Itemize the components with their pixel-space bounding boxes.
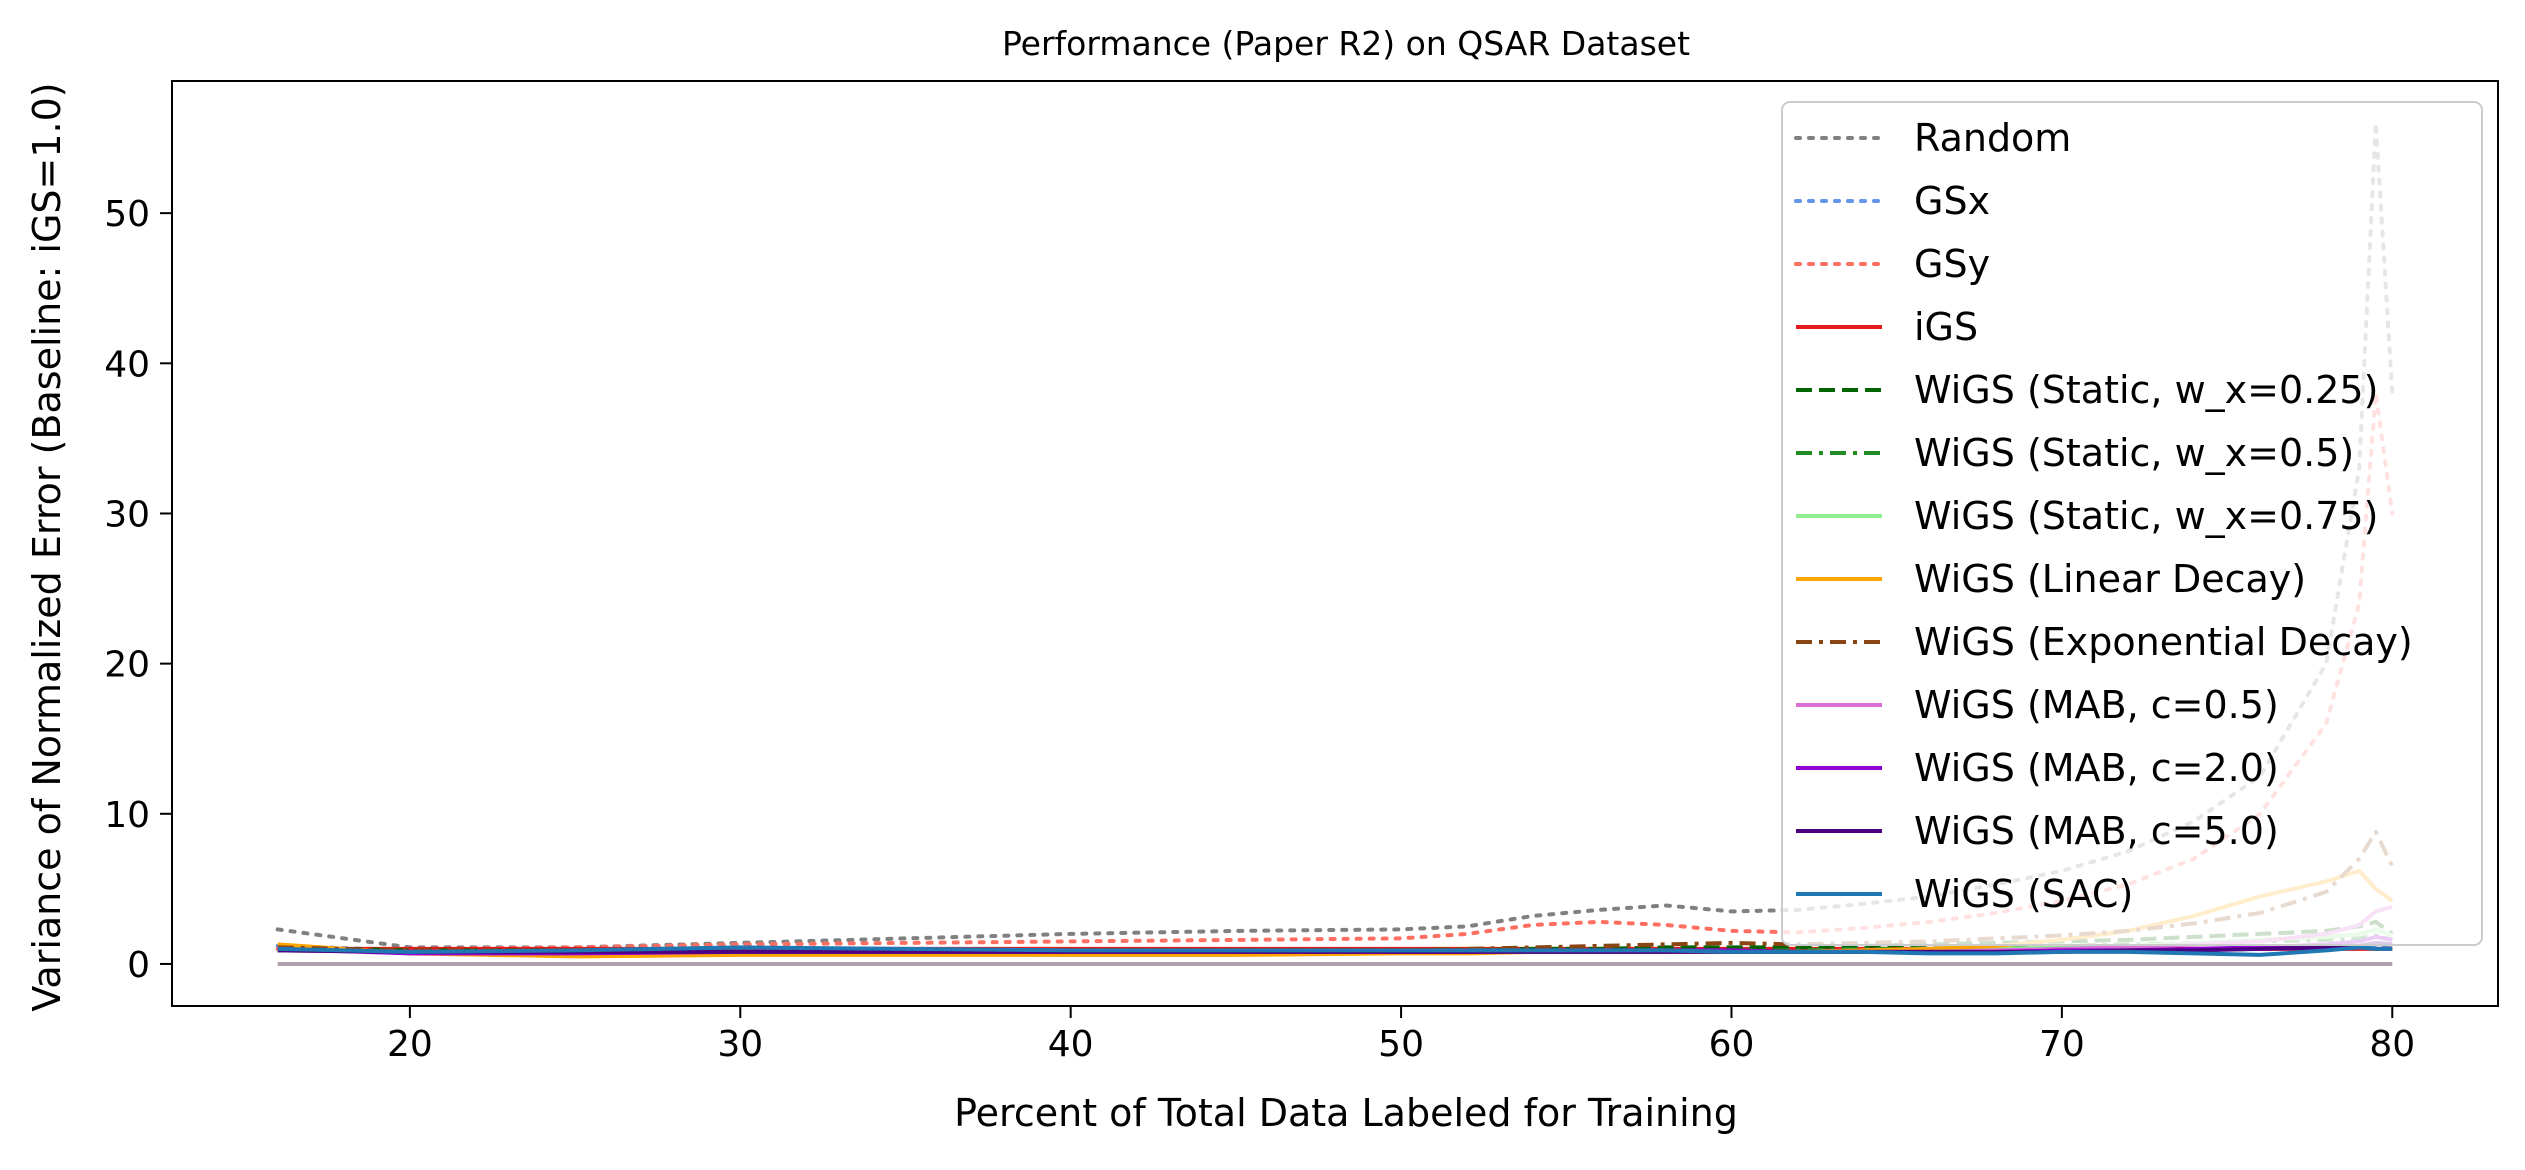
x-tick-label: 40: [1048, 1024, 1094, 1065]
y-axis-label: Variance of Normalized Error (Baseline: …: [25, 82, 69, 1011]
x-tick-label: 30: [717, 1024, 763, 1065]
legend-label: GSy: [1914, 242, 1990, 286]
y-tick-label: 20: [104, 645, 150, 686]
x-tick-label: 20: [387, 1024, 433, 1065]
x-tick-label: 50: [1378, 1024, 1424, 1065]
legend-label: iGS: [1914, 305, 1978, 349]
legend-label: WiGS (Static, w_x=0.75): [1914, 494, 2378, 538]
legend-label: WiGS (Linear Decay): [1914, 557, 2306, 601]
legend-label: Random: [1914, 116, 2071, 160]
x-tick-label: 70: [2039, 1024, 2085, 1065]
y-tick-label: 10: [104, 795, 150, 836]
legend-label: WiGS (Static, w_x=0.5): [1914, 431, 2354, 475]
y-tick-label: 50: [104, 194, 150, 235]
x-tick-label: 60: [1709, 1024, 1755, 1065]
y-tick-label: 0: [127, 945, 150, 986]
series-line-12: [277, 945, 2393, 957]
chart-title: Performance (Paper R2) on QSAR Dataset: [1002, 24, 1690, 63]
legend-box: [1781, 101, 2483, 946]
plot-area: [275, 121, 2395, 966]
y-tick-label: 40: [104, 344, 150, 385]
legend-label: WiGS (MAB, c=2.0): [1914, 746, 2279, 790]
legend-label: WiGS (MAB, c=0.5): [1914, 683, 2279, 727]
legend-label: WiGS (Exponential Decay): [1914, 620, 2413, 664]
y-tick-label: 30: [104, 494, 150, 535]
legend-label: WiGS (MAB, c=5.0): [1914, 809, 2279, 853]
legend-label: WiGS (SAC): [1914, 872, 2133, 916]
series-line-0: [275, 121, 2395, 950]
plot-frame: [171, 80, 2499, 1007]
legend-label: WiGS (Static, w_x=0.25): [1914, 368, 2378, 412]
axes: 20 30 40 50 60 70 80 0 10 20 30 40 50: [104, 80, 2499, 1065]
legend: Random GSx GSy iGS WiGS (Static, w_x=0.25) Wi…: [1781, 101, 2483, 946]
x-tick-label: 80: [2369, 1024, 2415, 1065]
x-axis-label: Percent of Total Data Labeled for Traini…: [954, 1091, 1738, 1135]
legend-label: GSx: [1914, 179, 1990, 223]
